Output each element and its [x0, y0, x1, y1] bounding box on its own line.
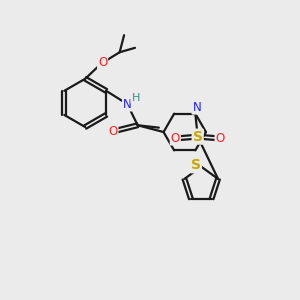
Text: O: O — [215, 132, 225, 145]
Text: O: O — [108, 125, 118, 138]
Text: H: H — [131, 93, 140, 103]
Text: S: S — [193, 130, 203, 144]
Text: S: S — [191, 158, 201, 172]
Text: O: O — [171, 132, 180, 145]
Text: N: N — [123, 98, 132, 111]
Text: O: O — [98, 56, 107, 69]
Text: N: N — [192, 101, 201, 114]
